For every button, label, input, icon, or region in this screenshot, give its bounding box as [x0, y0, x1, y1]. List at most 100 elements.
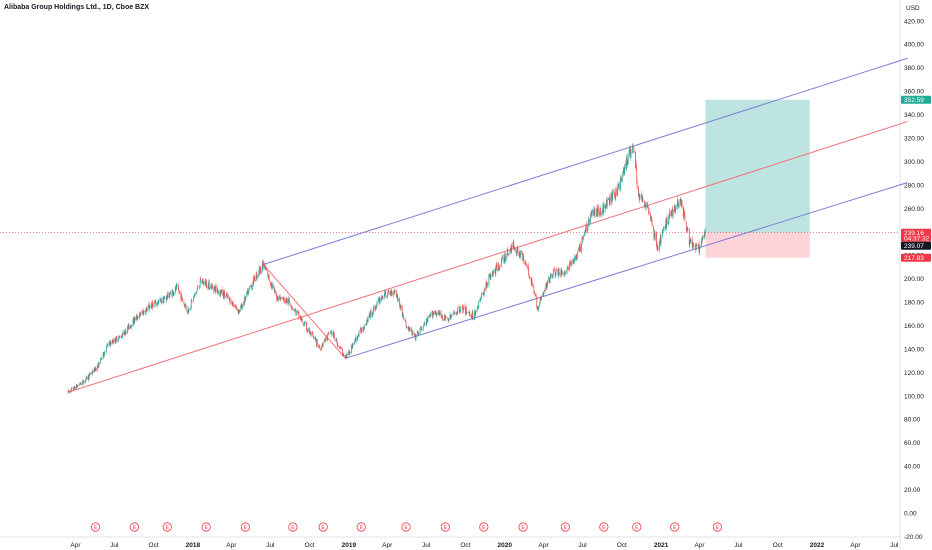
candle-body: [71, 387, 73, 389]
candle-body: [258, 268, 260, 275]
candle-body: [543, 292, 545, 296]
candle-body: [500, 259, 502, 266]
candle-body: [606, 199, 608, 207]
candle-body: [620, 180, 622, 181]
candle-body: [183, 301, 185, 304]
candle-body: [641, 194, 643, 202]
candle-body: [124, 333, 125, 336]
candle-body: [654, 232, 656, 240]
candle-body: [231, 301, 233, 304]
candle-body: [180, 294, 182, 301]
candle-body: [392, 292, 394, 296]
x-tick-label: Apr: [850, 542, 861, 549]
candle-body: [369, 312, 371, 318]
candle-body: [191, 299, 193, 302]
candle-body: [418, 332, 419, 335]
candle-body: [208, 281, 210, 285]
candle-body: [238, 309, 240, 313]
candle-body: [542, 293, 544, 297]
candle-body: [289, 299, 290, 303]
candle-body: [228, 295, 230, 297]
candle-body: [136, 315, 138, 319]
candle-body: [216, 289, 218, 291]
candle-body: [603, 202, 604, 214]
candle-body: [142, 311, 144, 313]
candle-body: [585, 224, 587, 232]
price-tag-2: [901, 228, 931, 242]
earnings-marker-label: E: [404, 525, 408, 531]
candle-body: [139, 313, 140, 318]
candle-body: [696, 244, 697, 246]
candle-body: [270, 283, 272, 287]
candle-body: [101, 357, 102, 360]
candle-body: [274, 290, 276, 293]
candle-body: [104, 352, 105, 356]
candle-body: [359, 328, 361, 331]
candle-body: [647, 205, 649, 212]
candle-body: [603, 208, 605, 213]
x-tick-label: Apr: [226, 542, 237, 549]
candle-body: [210, 286, 212, 289]
candle-body: [393, 291, 395, 294]
candle-body: [253, 277, 254, 284]
candle-body: [173, 293, 175, 296]
candle-body: [641, 197, 643, 201]
trend-line-4: [263, 264, 346, 359]
candle-body: [403, 317, 405, 320]
candle-body: [114, 338, 116, 343]
candle-body: [295, 310, 297, 315]
candle-body: [176, 284, 178, 287]
candle-body: [433, 310, 435, 315]
candle-body: [508, 254, 509, 256]
x-tick-label: 2020: [498, 542, 513, 549]
x-tick-label: 2022: [810, 542, 825, 549]
candle-body: [217, 289, 219, 293]
candle-body: [596, 207, 598, 214]
candle-body: [333, 334, 335, 338]
candle-body: [474, 310, 476, 313]
candle-body: [110, 342, 112, 345]
candle-body: [465, 307, 467, 315]
y-tick-label: 40.00: [904, 464, 921, 471]
candle-body: [644, 201, 645, 208]
candle-body: [695, 245, 697, 250]
candle-body: [113, 338, 115, 343]
candle-body: [690, 239, 692, 242]
candle-body: [478, 302, 480, 308]
candle-body: [292, 308, 294, 310]
candle-body: [531, 279, 533, 285]
candle-body: [151, 301, 153, 308]
candle-body: [298, 316, 300, 317]
candle-body: [471, 316, 472, 318]
candle-body: [307, 328, 309, 331]
candle-body: [494, 269, 496, 273]
candle-body: [179, 291, 181, 294]
candle-body: [614, 192, 615, 196]
candle-body: [684, 215, 686, 221]
candle-body: [324, 338, 325, 342]
candle-body: [76, 385, 78, 388]
candle-body: [291, 305, 292, 308]
candle-body: [644, 204, 646, 208]
candle-body: [199, 286, 201, 288]
candle-body: [685, 221, 687, 230]
candle-body: [157, 301, 159, 305]
candle-body: [590, 214, 592, 216]
candle-body: [536, 307, 538, 309]
candle-body: [315, 339, 317, 340]
candle-body: [691, 239, 693, 248]
candle-body: [201, 280, 203, 283]
candle-body: [237, 309, 239, 313]
candle-body: [248, 290, 249, 295]
candle-body: [171, 291, 173, 297]
candle-body: [366, 320, 368, 326]
candle-body: [482, 292, 484, 296]
candle-body: [667, 223, 669, 225]
candle-body: [106, 345, 108, 350]
candle-body: [267, 273, 269, 278]
candle-body: [416, 333, 418, 336]
candle-body: [486, 284, 488, 287]
candle-body: [632, 145, 633, 153]
candle-body: [569, 261, 571, 263]
